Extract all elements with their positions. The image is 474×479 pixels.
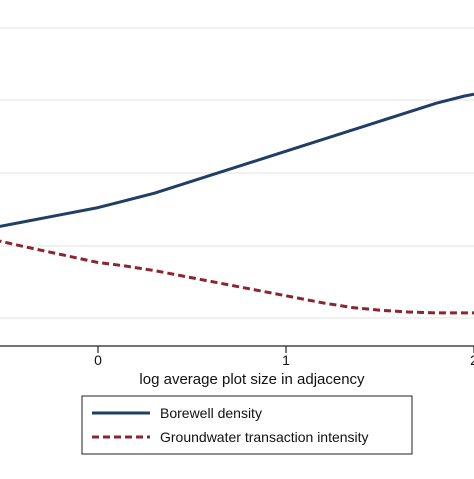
legend-label: Groundwater transaction intensity xyxy=(160,429,369,445)
gridlines xyxy=(0,27,474,319)
series-line-borewell-density xyxy=(0,92,474,228)
series-line-groundwater-transaction-intensity xyxy=(0,239,474,315)
x-tick-label: 1 xyxy=(282,352,290,368)
series-lines xyxy=(0,92,474,315)
x-tick-label: 0 xyxy=(94,352,102,368)
legend: Borewell density Groundwater transaction … xyxy=(81,395,413,455)
legend-label: Borewell density xyxy=(160,405,262,421)
x-tick-label: 2 xyxy=(470,352,474,368)
x-axis-label: log average plot size in adjacency xyxy=(139,371,365,388)
legend-box xyxy=(81,395,413,455)
x-ticks: 0 1 2 xyxy=(94,346,474,368)
